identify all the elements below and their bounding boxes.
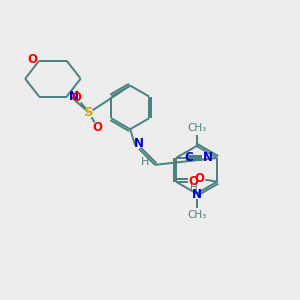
Text: O: O (189, 175, 199, 188)
Text: H: H (190, 183, 197, 193)
Text: O: O (194, 172, 204, 185)
Text: O: O (92, 121, 103, 134)
Text: N: N (134, 136, 144, 150)
Text: N: N (192, 188, 202, 201)
Text: S: S (84, 106, 93, 119)
Text: O: O (27, 53, 37, 66)
Text: O: O (72, 91, 82, 104)
Text: CH₃: CH₃ (187, 210, 206, 220)
Text: N: N (69, 90, 79, 103)
Text: CH₃: CH₃ (187, 123, 206, 133)
Text: H: H (141, 157, 149, 167)
Text: C: C (184, 152, 193, 164)
Text: N: N (203, 152, 213, 164)
